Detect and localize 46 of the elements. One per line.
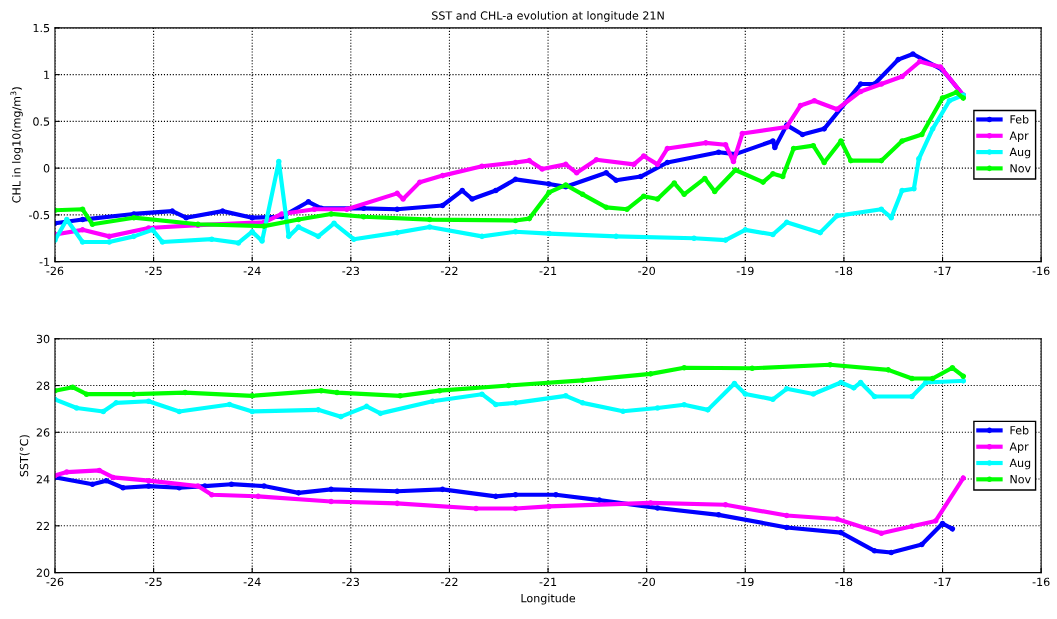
x-tick-label: -25 [145, 577, 162, 587]
x-tick-label: -20 [638, 266, 656, 276]
x-tick-label: -20 [638, 577, 656, 587]
legend-label: Apr [1009, 442, 1029, 453]
y-tick-label: 1.5 [33, 23, 50, 33]
x-tick-label: -22 [440, 266, 458, 275]
x-tick-label: -19 [736, 266, 754, 276]
legend-label: Nov [1010, 475, 1031, 484]
x-tick-label: -17 [934, 577, 951, 586]
y-tick-label: 0 [43, 164, 50, 173]
x-tick-label: -22 [440, 577, 458, 586]
legend-label: Apr [1009, 131, 1029, 142]
x-tick-label: -23 [342, 266, 359, 276]
y-tick-label: 22 [36, 521, 49, 531]
legend-label: Aug [1009, 147, 1031, 159]
y-tick-label: 24 [36, 475, 50, 484]
x-tick-label: -16 [1032, 577, 1050, 587]
x-tick-label: -24 [243, 577, 261, 586]
x-tick-label: -26 [46, 577, 64, 587]
legend-label: Feb [1010, 114, 1029, 124]
y-tick-label: 0.5 [33, 117, 50, 126]
x-tick-label: -24 [243, 266, 261, 275]
y-axis-title: SST(°C) [19, 435, 30, 477]
legend-label: Nov [1010, 164, 1031, 173]
y-tick-label: 26 [36, 428, 50, 437]
y-tick-label: 1 [44, 70, 50, 79]
x-tick-label: -23 [342, 577, 359, 587]
x-tick-label: -16 [1032, 266, 1050, 276]
x-axis-title: Longitude [521, 593, 576, 605]
x-tick-label: -26 [46, 266, 64, 276]
y-tick-label: 30 [36, 334, 50, 344]
y-tick-label: 28 [36, 381, 50, 390]
y-tick-label: 20 [36, 568, 50, 577]
x-tick-label: -25 [145, 266, 162, 276]
legend-label: Feb [1010, 425, 1029, 435]
y-axis-title: CHL in log10(mg/m$^{3}$) [10, 87, 23, 203]
chart-title: SST and CHL-a evolution at longitude 21N [432, 11, 664, 22]
x-tick-label: -21 [539, 266, 557, 275]
y-tick-label: -0.5 [28, 210, 50, 220]
x-tick-label: -17 [934, 266, 951, 275]
x-tick-label: -18 [835, 577, 853, 587]
y-tick-label: -1 [39, 257, 50, 266]
x-tick-label: -18 [835, 266, 853, 276]
x-tick-label: -21 [539, 577, 557, 586]
x-tick-label: -19 [736, 577, 754, 587]
legend-label: Aug [1009, 458, 1031, 470]
